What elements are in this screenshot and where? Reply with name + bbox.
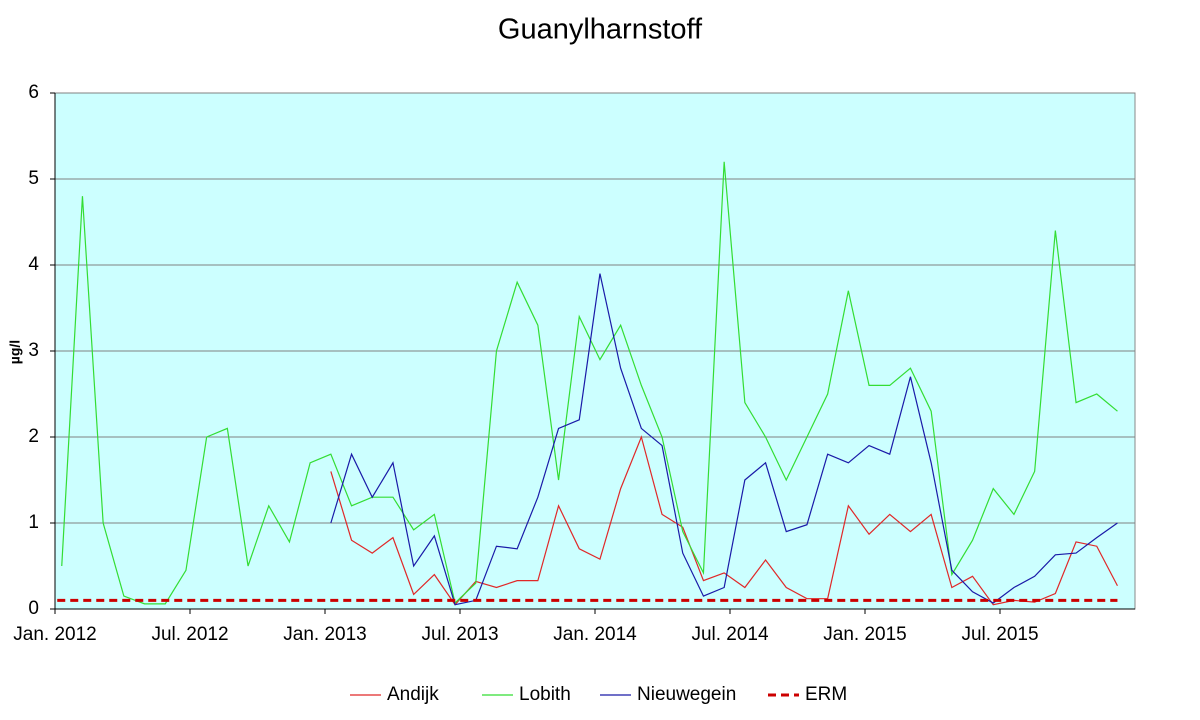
y-tick-label: 4	[28, 254, 39, 275]
x-tick-label: Jul. 2014	[691, 624, 769, 645]
series-line	[61, 161, 1118, 605]
legend-label: ERM	[805, 684, 847, 705]
y-tick-label: 0	[28, 598, 39, 619]
x-tick-label: Jan. 2012	[13, 624, 96, 645]
y-tick-label: 6	[28, 82, 39, 103]
chart-title: Guanylharnstoff	[498, 14, 703, 46]
x-tick-label: Jul. 2013	[421, 624, 498, 645]
y-tick-label: 2	[28, 426, 39, 447]
x-tick-label: Jul. 2012	[151, 624, 228, 645]
x-tick-label: Jan. 2014	[553, 624, 637, 645]
legend-label: Andijk	[387, 684, 439, 705]
y-axis-label: µg/l	[7, 340, 23, 364]
x-tick-label: Jan. 2013	[283, 624, 366, 645]
x-tick-label: Jul. 2015	[961, 624, 1038, 645]
y-tick-label: 1	[28, 512, 39, 533]
legend-label: Nieuwegein	[637, 684, 736, 705]
y-tick-label: 3	[28, 340, 39, 361]
y-tick-label: 5	[28, 168, 39, 189]
x-tick-label: Jan. 2015	[823, 624, 906, 645]
legend-label: Lobith	[519, 684, 571, 705]
